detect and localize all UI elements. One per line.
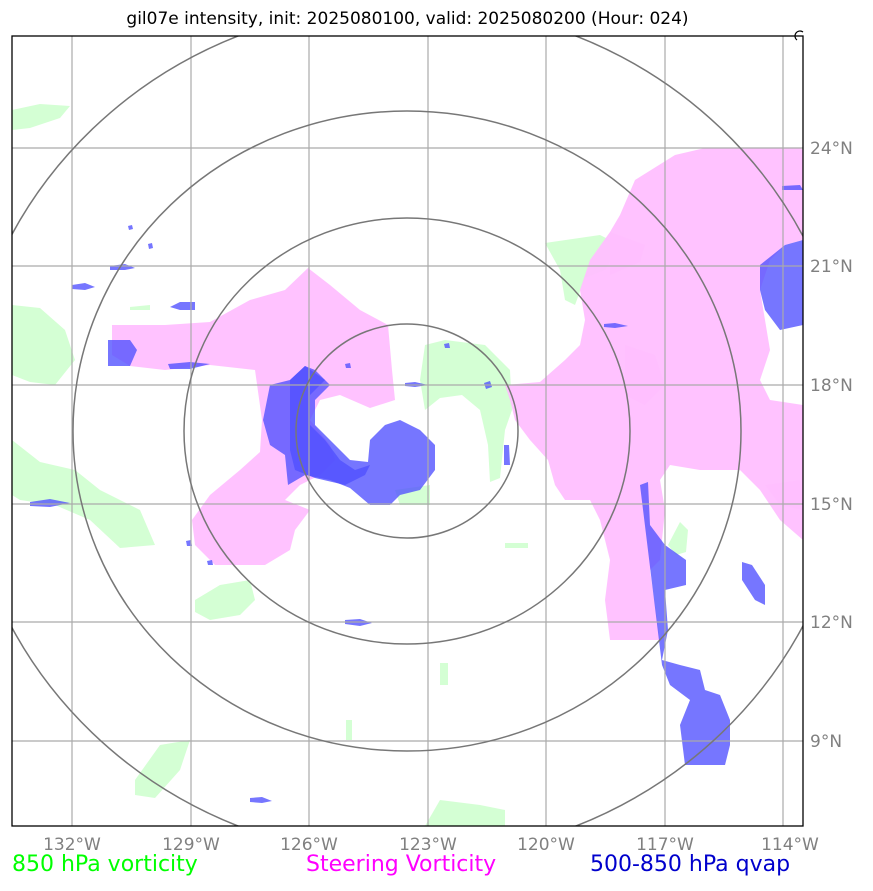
- qvap-region: [782, 185, 803, 190]
- lat-tick-label: 21°N: [810, 257, 853, 277]
- qvap-region: [168, 362, 210, 369]
- lon-tick-label: 126°W: [280, 835, 338, 855]
- lon-tick-label: 129°W: [162, 835, 220, 855]
- range-rings: [12, 36, 803, 826]
- steering-vorticity-region: [765, 480, 803, 510]
- qvap-region: [128, 225, 133, 230]
- lon-tick-label: 120°W: [517, 835, 575, 855]
- qvap-region: [760, 240, 803, 330]
- qvap-region: [30, 499, 70, 507]
- steering-vorticity-layer: [112, 148, 803, 640]
- qvap-region: [504, 445, 510, 465]
- vorticity-850-layer: [12, 104, 688, 826]
- qvap-region: [290, 366, 370, 485]
- steering-vorticity-region: [112, 268, 395, 565]
- vorticity-850-region: [135, 740, 190, 798]
- qvap-layer: [30, 185, 803, 803]
- qvap-region: [108, 340, 137, 366]
- vorticity-850-region: [420, 340, 512, 482]
- lon-tick-labels: 132°W 129°W 126°W 123°W 120°W 117°W 114°…: [43, 835, 819, 855]
- legend-850-vorticity: 850 hPa vorticity: [12, 852, 198, 877]
- lon-tick-label: 114°W: [761, 835, 819, 855]
- lat-tick-labels: 24°N 21°N 18°N 15°N 12°N 9°N: [810, 139, 853, 752]
- map-title: gil07e intensity, init: 2025080100, vali…: [126, 9, 689, 29]
- lon-tick-label: 117°W: [636, 835, 694, 855]
- vorticity-850-region: [130, 305, 150, 310]
- qvap-region: [148, 243, 153, 249]
- qvap-region: [345, 363, 351, 368]
- vorticity-850-region: [505, 543, 528, 548]
- graticule: [12, 36, 803, 826]
- qvap-region: [250, 797, 272, 803]
- range-ring: [295, 323, 519, 539]
- qvap-region: [170, 302, 195, 310]
- qvap-region: [604, 323, 628, 328]
- vorticity-850-region: [12, 305, 75, 385]
- lat-tick-label: 18°N: [810, 376, 853, 396]
- qvap-region: [72, 283, 95, 290]
- qvap-region: [742, 562, 765, 605]
- vorticity-850-region: [668, 522, 688, 555]
- vorticity-850-region: [12, 104, 70, 130]
- lat-tick-label: 15°N: [810, 495, 853, 515]
- vorticity-850-region: [425, 800, 505, 826]
- lon-tick-label: 123°W: [399, 835, 457, 855]
- legend-qvap: 500-850 hPa qvap: [590, 852, 791, 877]
- lat-tick-label: 12°N: [810, 613, 853, 633]
- qvap-region: [640, 482, 730, 765]
- range-ring: [183, 217, 631, 645]
- lon-tick-label: 132°W: [43, 835, 101, 855]
- steering-vorticity-region: [610, 232, 645, 275]
- vorticity-850-region: [346, 720, 352, 740]
- qvap-region: [207, 560, 213, 565]
- vorticity-850-region: [440, 663, 448, 685]
- steering-vorticity-region: [625, 345, 665, 405]
- legend-steering-vorticity: Steering Vorticity: [306, 852, 497, 877]
- corner-mark: [794, 30, 804, 41]
- range-ring: [72, 110, 742, 752]
- lat-tick-label: 24°N: [810, 139, 853, 159]
- plot-frame: [11, 35, 804, 827]
- lat-tick-label: 9°N: [810, 732, 842, 752]
- vorticity-850-region: [195, 580, 255, 620]
- vorticity-850-region: [12, 440, 155, 548]
- qvap-region: [110, 264, 135, 270]
- qvap-region: [444, 343, 450, 348]
